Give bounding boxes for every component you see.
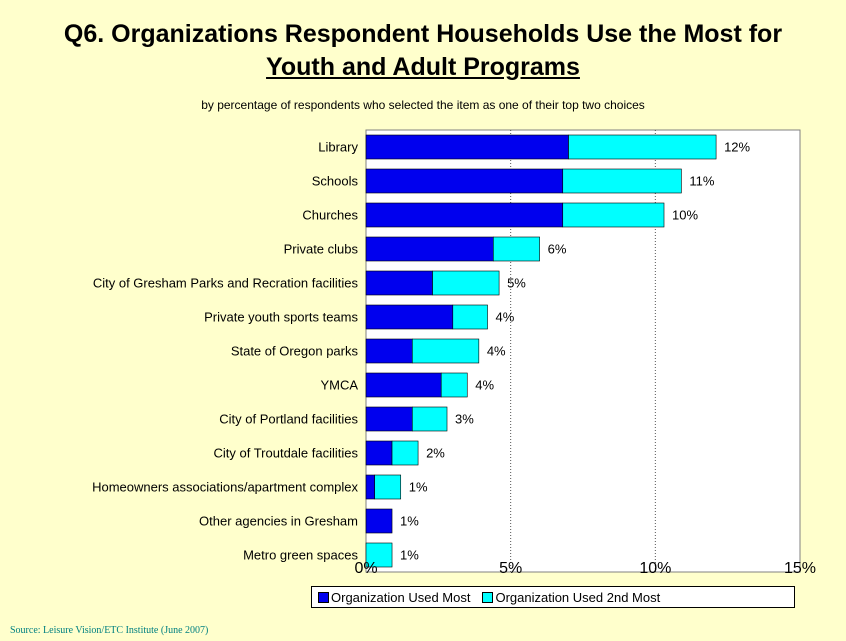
data-label: 6% (548, 242, 567, 257)
bar-most (365, 406, 413, 432)
bar-most (365, 168, 564, 194)
bar-second (493, 236, 540, 262)
data-label: 1% (409, 480, 428, 495)
legend-swatch-second (482, 591, 494, 603)
source-note: Source: Leisure Vision/ETC Institute (Ju… (10, 625, 209, 636)
bar-most (365, 440, 393, 466)
data-label: 4% (496, 310, 515, 325)
x-tick-label: 10% (639, 560, 671, 577)
bar-most (365, 304, 454, 330)
chart-subtitle: by percentage of respondents who selecte… (201, 98, 645, 112)
category-label: City of Portland facilities (219, 412, 358, 427)
data-label: 2% (426, 446, 445, 461)
category-label: Homeowners associations/apartment comple… (92, 480, 358, 495)
data-label: 4% (487, 344, 506, 359)
category-label: Schools (312, 174, 359, 189)
data-label: 1% (400, 548, 419, 563)
legend: Organization Used Most Organization Used… (311, 586, 795, 608)
bar-most (365, 508, 393, 534)
data-labels: 12% 11% 10% 6% 5% 4% 4% 4% 3% 2% 1% 1% 1% (400, 140, 751, 563)
legend-label-most: Organization Used Most (331, 589, 471, 605)
bar-second (562, 202, 665, 228)
bar-most (365, 236, 494, 262)
category-label: Library (318, 140, 358, 155)
bar-most (365, 338, 413, 364)
category-label: YMCA (320, 378, 358, 393)
bar-second (452, 304, 488, 330)
chart-title-line-2-text: Youth and Adult Programs (266, 53, 580, 81)
bars (365, 134, 717, 568)
data-label: 1% (400, 514, 419, 529)
legend-item-most: Organization Used Most (318, 590, 470, 605)
category-label: Metro green spaces (243, 548, 358, 563)
x-axis-ticks: 0% 5% 10% 15% (354, 560, 816, 577)
bar-second (432, 270, 500, 296)
data-label: 4% (475, 378, 494, 393)
category-label: City of Gresham Parks and Recration faci… (93, 276, 359, 291)
x-tick-label: 0% (354, 560, 377, 577)
x-tick-label: 15% (784, 560, 816, 577)
bar-second (568, 134, 717, 160)
chart-title-line-2: Youth and Adult Programs (0, 53, 846, 82)
bar-most (365, 202, 564, 228)
data-label: 3% (455, 412, 474, 427)
data-label: 12% (724, 140, 750, 155)
bar-most (365, 474, 375, 500)
data-label: 5% (507, 276, 526, 291)
data-label: 10% (672, 208, 698, 223)
x-tick-label: 5% (499, 560, 522, 577)
bar-second (365, 542, 393, 568)
category-label: Churches (302, 208, 358, 223)
category-label: Other agencies in Gresham (199, 514, 358, 529)
category-label: State of Oregon parks (231, 344, 359, 359)
category-label: Private clubs (284, 242, 359, 257)
bar-second (411, 338, 480, 364)
category-label: Private youth sports teams (204, 310, 358, 325)
chart-title-line-1: Q6. Organizations Respondent Households … (63, 20, 783, 48)
bar-most (365, 372, 442, 398)
legend-label-second: Organization Used 2nd Most (495, 589, 661, 605)
category-label: City of Troutdale facilities (213, 446, 358, 461)
bar-most (365, 270, 433, 296)
data-label: 11% (689, 174, 714, 189)
bar-most (365, 134, 569, 160)
bar-second (374, 474, 402, 500)
legend-item-second: Organization Used 2nd Most (482, 590, 660, 605)
legend-swatch-most (318, 591, 329, 603)
category-labels: Library Schools Churches Private clubs City … (92, 140, 358, 563)
bar-second (562, 168, 682, 194)
bar-second (440, 372, 468, 398)
bar-second (391, 440, 419, 466)
bar-second (411, 406, 448, 432)
